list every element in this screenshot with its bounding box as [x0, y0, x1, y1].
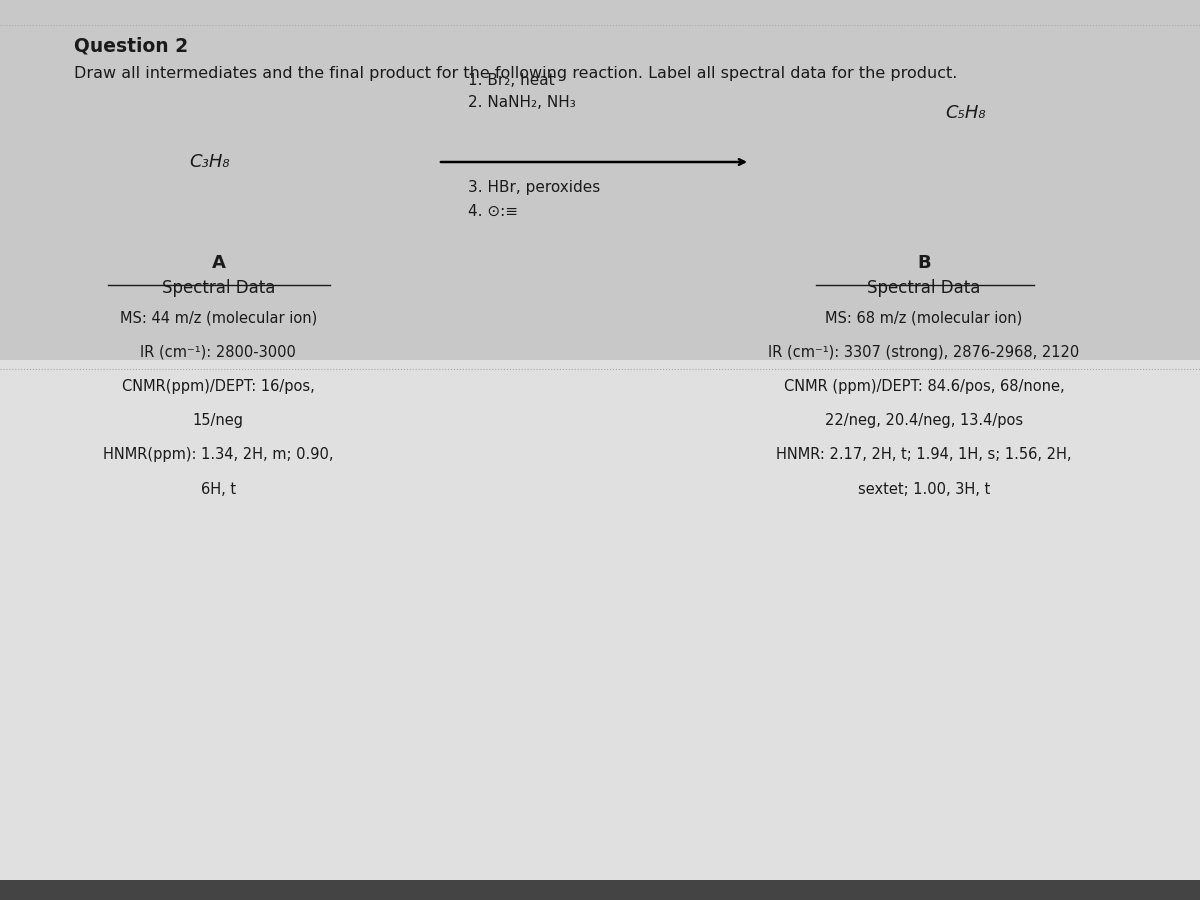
Text: Spectral Data: Spectral Data: [162, 279, 275, 297]
Text: Question 2: Question 2: [74, 36, 188, 55]
Text: CNMR(ppm)/DEPT: 16/pos,: CNMR(ppm)/DEPT: 16/pos,: [122, 379, 314, 394]
Text: IR (cm⁻¹): 3307 (strong), 2876-2968, 2120: IR (cm⁻¹): 3307 (strong), 2876-2968, 212…: [768, 345, 1080, 360]
Text: Draw all intermediates and the final product for the following reaction. Label a: Draw all intermediates and the final pro…: [74, 66, 958, 81]
Text: HNMR: 2.17, 2H, t; 1.94, 1H, s; 1.56, 2H,: HNMR: 2.17, 2H, t; 1.94, 1H, s; 1.56, 2H…: [776, 447, 1072, 463]
Text: MS: 44 m/z (molecular ion): MS: 44 m/z (molecular ion): [120, 310, 317, 326]
Text: 22/neg, 20.4/neg, 13.4/pos: 22/neg, 20.4/neg, 13.4/pos: [824, 413, 1024, 428]
Text: CNMR (ppm)/DEPT: 84.6/pos, 68/none,: CNMR (ppm)/DEPT: 84.6/pos, 68/none,: [784, 379, 1064, 394]
Text: 6H, t: 6H, t: [200, 482, 236, 497]
Text: Spectral Data: Spectral Data: [868, 279, 980, 297]
Text: MS: 68 m/z (molecular ion): MS: 68 m/z (molecular ion): [826, 310, 1022, 326]
Text: C₃H₈: C₃H₈: [190, 153, 230, 171]
Text: 3. HBr, peroxides
4. ⊙:≡: 3. HBr, peroxides 4. ⊙:≡: [468, 180, 600, 219]
Text: C₅H₈: C₅H₈: [946, 104, 986, 122]
Text: HNMR(ppm): 1.34, 2H, m; 0.90,: HNMR(ppm): 1.34, 2H, m; 0.90,: [103, 447, 334, 463]
Text: IR (cm⁻¹): 2800-3000: IR (cm⁻¹): 2800-3000: [140, 345, 296, 360]
Text: B: B: [917, 254, 931, 272]
Text: sextet; 1.00, 3H, t: sextet; 1.00, 3H, t: [858, 482, 990, 497]
Text: 15/neg: 15/neg: [193, 413, 244, 428]
Text: A: A: [211, 254, 226, 272]
Text: 1. Br₂, heat
2. NaNH₂, NH₃: 1. Br₂, heat 2. NaNH₂, NH₃: [468, 73, 576, 110]
